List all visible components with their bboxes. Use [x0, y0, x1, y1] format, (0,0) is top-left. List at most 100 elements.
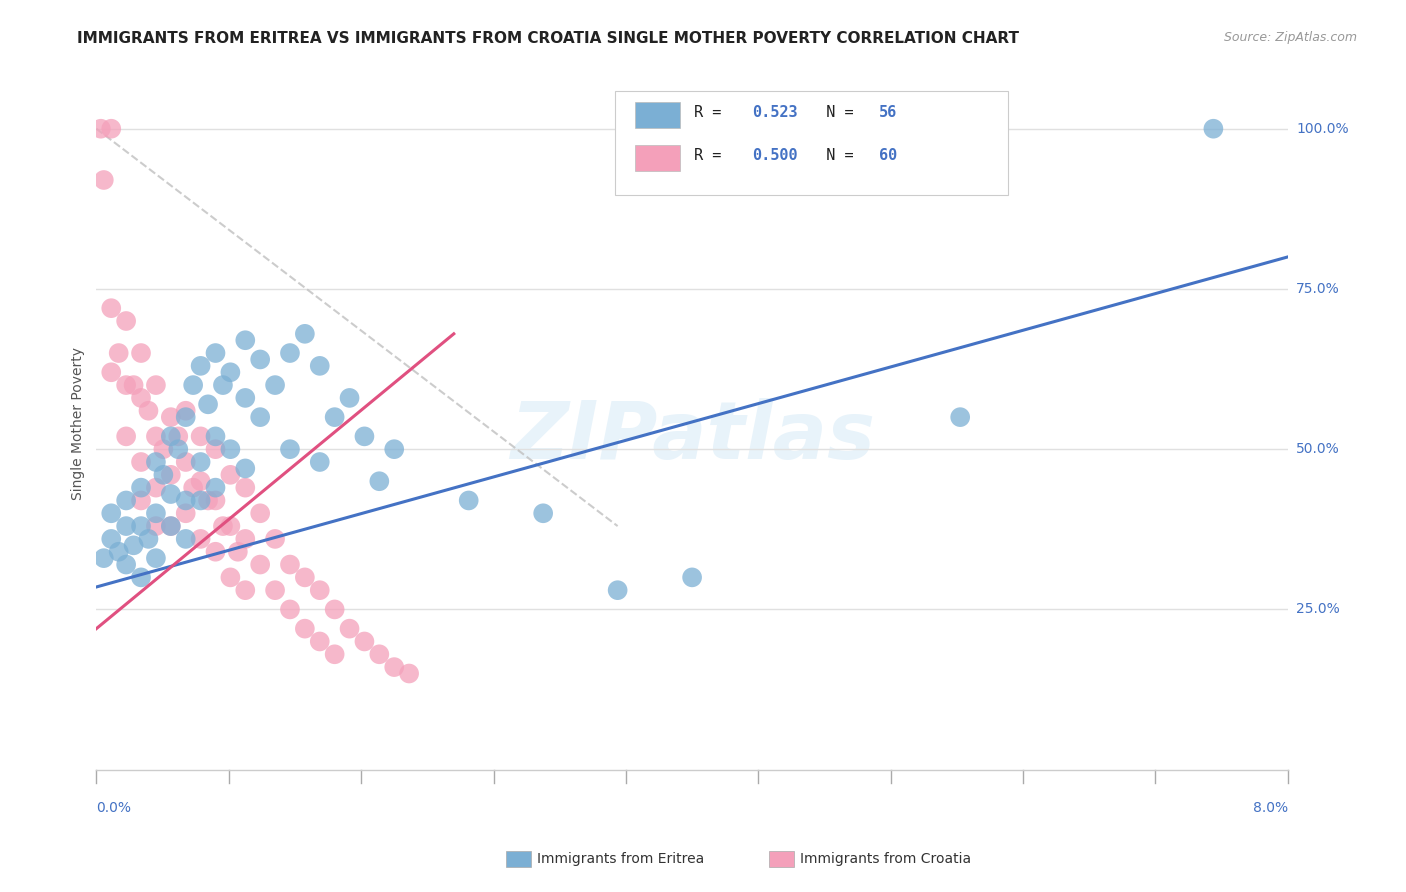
- Point: [129, 346, 152, 360]
- Point: [190, 455, 212, 469]
- Point: [233, 461, 256, 475]
- Y-axis label: Single Mother Poverty: Single Mother Poverty: [72, 347, 86, 500]
- Point: [278, 346, 301, 360]
- Point: [204, 442, 226, 457]
- Text: 50.0%: 50.0%: [1296, 442, 1340, 456]
- Point: [174, 410, 197, 425]
- Text: N =: N =: [807, 105, 862, 120]
- Point: [308, 455, 330, 469]
- Text: 8.0%: 8.0%: [1253, 801, 1288, 814]
- Point: [606, 583, 628, 598]
- Text: 0.0%: 0.0%: [97, 801, 131, 814]
- Point: [233, 391, 256, 405]
- Point: [152, 467, 174, 482]
- Point: [339, 391, 361, 405]
- Point: [1202, 121, 1225, 136]
- Point: [159, 519, 181, 533]
- Point: [107, 545, 129, 559]
- Point: [204, 429, 226, 443]
- Point: [100, 506, 122, 520]
- Point: [159, 487, 181, 501]
- Point: [122, 378, 145, 392]
- Point: [159, 410, 181, 425]
- Point: [219, 365, 242, 379]
- Point: [323, 602, 346, 616]
- Point: [90, 121, 112, 136]
- Point: [212, 519, 235, 533]
- Point: [138, 403, 160, 417]
- Point: [190, 532, 212, 546]
- Point: [233, 333, 256, 347]
- Point: [233, 481, 256, 495]
- Point: [308, 634, 330, 648]
- Text: IMMIGRANTS FROM ERITREA VS IMMIGRANTS FROM CROATIA SINGLE MOTHER POVERTY CORRELA: IMMIGRANTS FROM ERITREA VS IMMIGRANTS FR…: [77, 31, 1019, 46]
- Point: [531, 506, 554, 520]
- Point: [145, 506, 167, 520]
- Point: [174, 506, 197, 520]
- Bar: [636, 102, 681, 128]
- Point: [398, 666, 420, 681]
- Point: [152, 442, 174, 457]
- Point: [129, 519, 152, 533]
- Point: [204, 493, 226, 508]
- Point: [233, 583, 256, 598]
- Point: [278, 442, 301, 457]
- Point: [308, 583, 330, 598]
- Point: [190, 493, 212, 508]
- Text: 100.0%: 100.0%: [1296, 121, 1348, 136]
- Point: [145, 481, 167, 495]
- Point: [233, 532, 256, 546]
- Text: Immigrants from Eritrea: Immigrants from Eritrea: [537, 852, 704, 866]
- Point: [368, 648, 391, 662]
- Point: [115, 558, 138, 572]
- Point: [219, 467, 242, 482]
- Point: [949, 410, 972, 425]
- Point: [308, 359, 330, 373]
- Point: [93, 173, 115, 187]
- Text: R =: R =: [695, 105, 740, 120]
- Text: R =: R =: [695, 148, 740, 163]
- Point: [115, 429, 138, 443]
- Point: [190, 359, 212, 373]
- Point: [181, 378, 204, 392]
- Point: [264, 532, 287, 546]
- Point: [368, 474, 391, 488]
- Point: [174, 532, 197, 546]
- Point: [100, 532, 122, 546]
- Point: [382, 660, 405, 674]
- Point: [100, 365, 122, 379]
- Point: [278, 558, 301, 572]
- Point: [294, 622, 316, 636]
- Text: 25.0%: 25.0%: [1296, 602, 1340, 616]
- Point: [681, 570, 703, 584]
- Point: [190, 474, 212, 488]
- Point: [159, 519, 181, 533]
- Text: 0.500: 0.500: [752, 148, 797, 163]
- Text: Immigrants from Croatia: Immigrants from Croatia: [800, 852, 970, 866]
- Point: [138, 532, 160, 546]
- Point: [145, 551, 167, 566]
- Point: [197, 397, 219, 411]
- Point: [353, 634, 375, 648]
- Point: [93, 551, 115, 566]
- Point: [129, 481, 152, 495]
- Point: [249, 410, 271, 425]
- Point: [264, 378, 287, 392]
- Text: 60: 60: [879, 148, 897, 163]
- Point: [249, 558, 271, 572]
- Point: [107, 346, 129, 360]
- Point: [100, 301, 122, 315]
- Point: [129, 391, 152, 405]
- Point: [129, 455, 152, 469]
- Point: [115, 378, 138, 392]
- Point: [181, 481, 204, 495]
- Point: [382, 442, 405, 457]
- Point: [122, 538, 145, 552]
- Point: [323, 648, 346, 662]
- Point: [204, 545, 226, 559]
- Point: [249, 506, 271, 520]
- Point: [204, 481, 226, 495]
- Point: [249, 352, 271, 367]
- Point: [226, 545, 249, 559]
- Point: [145, 455, 167, 469]
